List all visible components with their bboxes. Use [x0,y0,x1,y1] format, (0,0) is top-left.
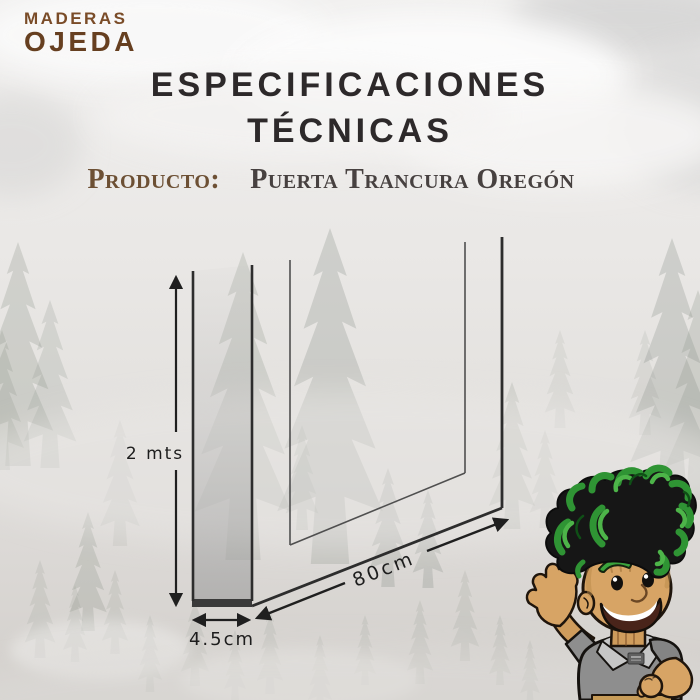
mascot-ear-inner [583,597,589,609]
height-label: 2 mts [126,444,184,464]
door-inner-panel [289,242,466,546]
door-edge-face [193,265,252,601]
title-line-1: ESPECIFICACIONES [150,66,550,104]
thickness-label: 4.5cm [189,629,255,650]
mascot-teeth [603,601,657,622]
mascot-chest-logo [627,652,645,665]
mascot-neck-grain [617,629,635,646]
door-edge-bottom [192,599,252,607]
brand-logo: MADERAS OJEDA [24,9,138,57]
mascot-open-hand [525,562,579,628]
mascot-hair-shadows [575,473,691,540]
brand-name-bottom: OJEDA [24,25,138,57]
mascot-hair-locks [553,464,694,579]
product-line: Producto: Puerta Trancura Oregón [0,164,662,196]
mascot-knuckles [644,676,661,681]
mascot-hair-highlights [562,472,688,567]
mascot-collar-left [596,640,630,671]
door-outline [191,237,504,608]
clouds [0,0,700,187]
product-value: Puerta Trancura Oregón [250,164,575,195]
mascot-belt [591,694,673,700]
mascot-nose [630,583,648,603]
title-line-2: TÉCNICAS [247,112,453,150]
page-title: ESPECIFICACIONES TÉCNICAS [0,62,700,154]
mascot-ear [576,590,596,616]
width-dimension-arrow [254,517,510,621]
brand-name-top: MADERAS [24,9,128,28]
product-label: Producto: [87,164,221,195]
